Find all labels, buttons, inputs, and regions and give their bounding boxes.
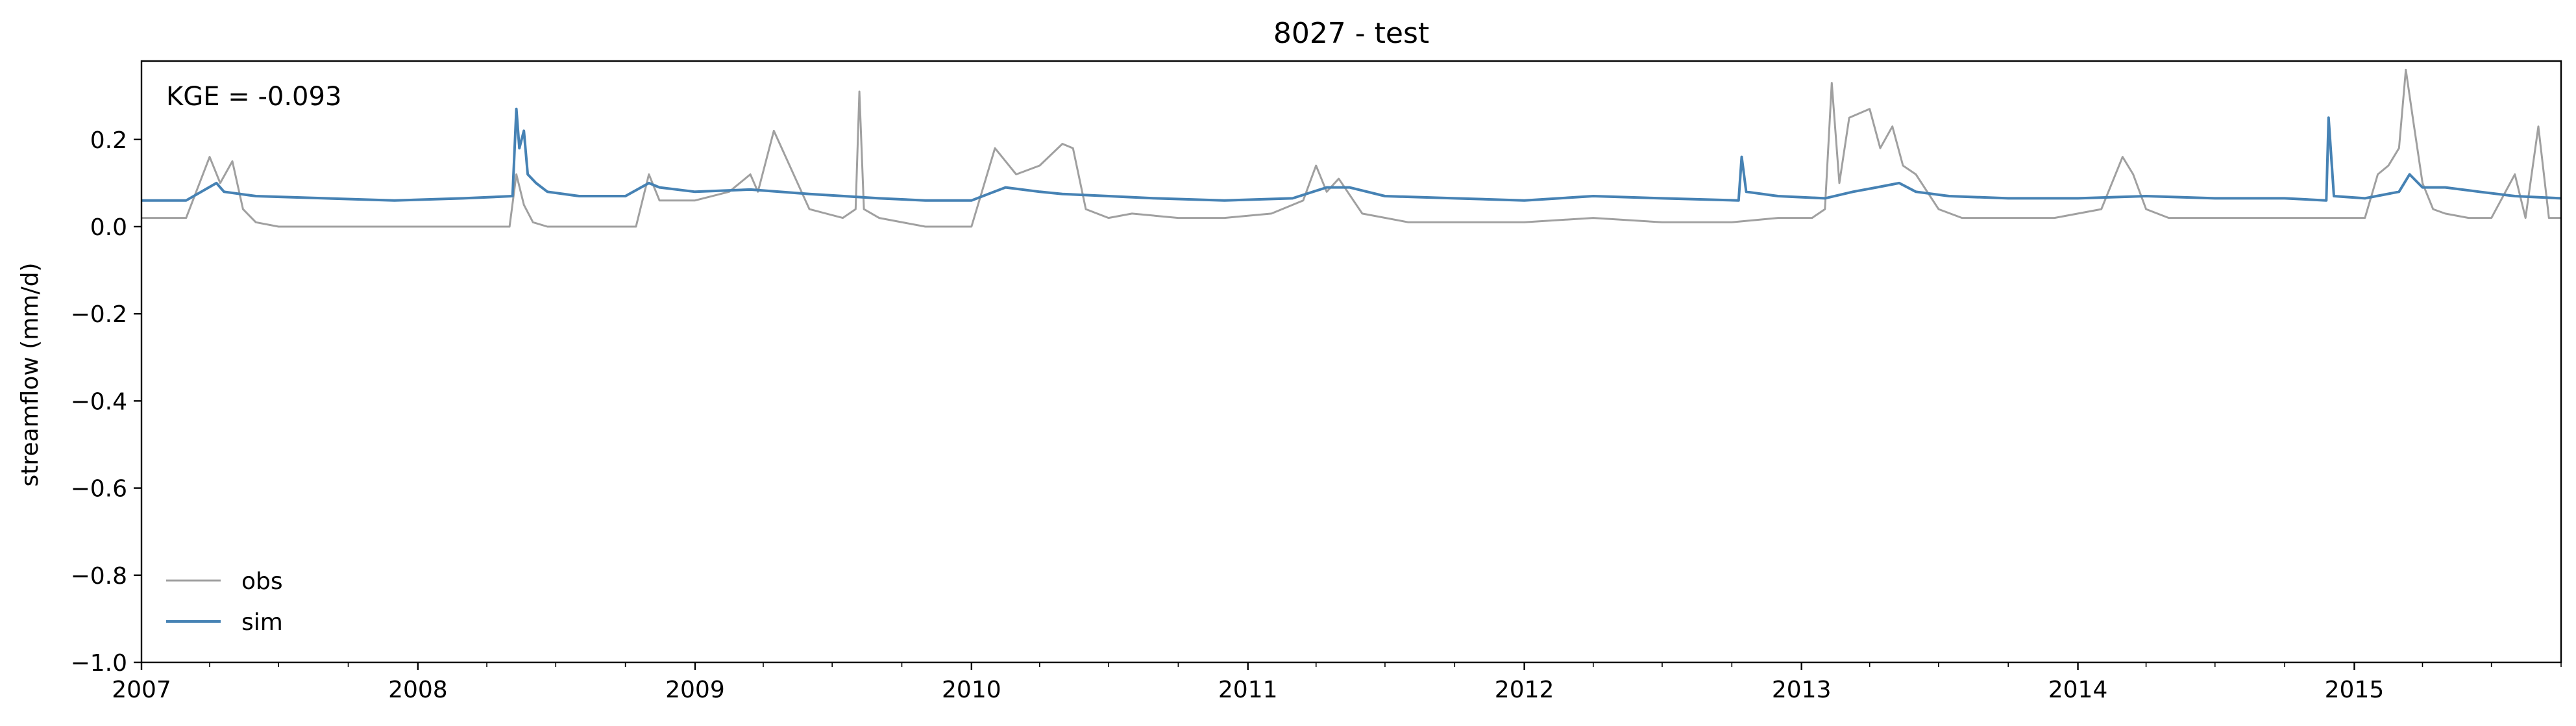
legend-sim-label: sim bbox=[241, 609, 283, 636]
axes-frame bbox=[140, 60, 2562, 664]
legend-obs-label: obs bbox=[241, 568, 283, 595]
x-tick-label-2014: 2014 bbox=[2048, 677, 2108, 703]
series-line-obs bbox=[141, 68, 2561, 228]
x-tick-label-2008: 2008 bbox=[388, 677, 448, 703]
plot-area: 2007 2008 2009 2010 2011 2012 2013 2014 2015 −1.0… bbox=[71, 68, 2562, 703]
x-tick-label-2009: 2009 bbox=[665, 677, 725, 703]
x-tick-label-2011: 2011 bbox=[1218, 677, 1278, 703]
x-tick-label-2012: 2012 bbox=[1495, 677, 1554, 703]
kge-annotation: KGE = -0.093 bbox=[166, 82, 341, 112]
y-tick-label: −1.0 bbox=[71, 650, 127, 677]
y-tick-label: −0.8 bbox=[71, 563, 127, 590]
chart-title: 8027 - test bbox=[1273, 17, 1429, 50]
y-tick-label: −0.4 bbox=[71, 388, 127, 415]
series-line-sim bbox=[141, 107, 2562, 202]
y-tick-label: −0.2 bbox=[71, 301, 127, 328]
y-tick-label: −0.6 bbox=[71, 476, 127, 503]
y-axis-label: streamflow (mm/d) bbox=[17, 263, 43, 487]
y-tick-label: 0.0 bbox=[90, 214, 127, 241]
x-tick-label-2013: 2013 bbox=[1772, 677, 1832, 703]
x-tick-label-2007: 2007 bbox=[112, 677, 171, 703]
legend: obs sim bbox=[166, 568, 283, 636]
x-tick-label-2010: 2010 bbox=[942, 677, 1001, 703]
y-tick-label: 0.2 bbox=[90, 127, 127, 154]
x-tick-label-2015: 2015 bbox=[2325, 677, 2385, 703]
